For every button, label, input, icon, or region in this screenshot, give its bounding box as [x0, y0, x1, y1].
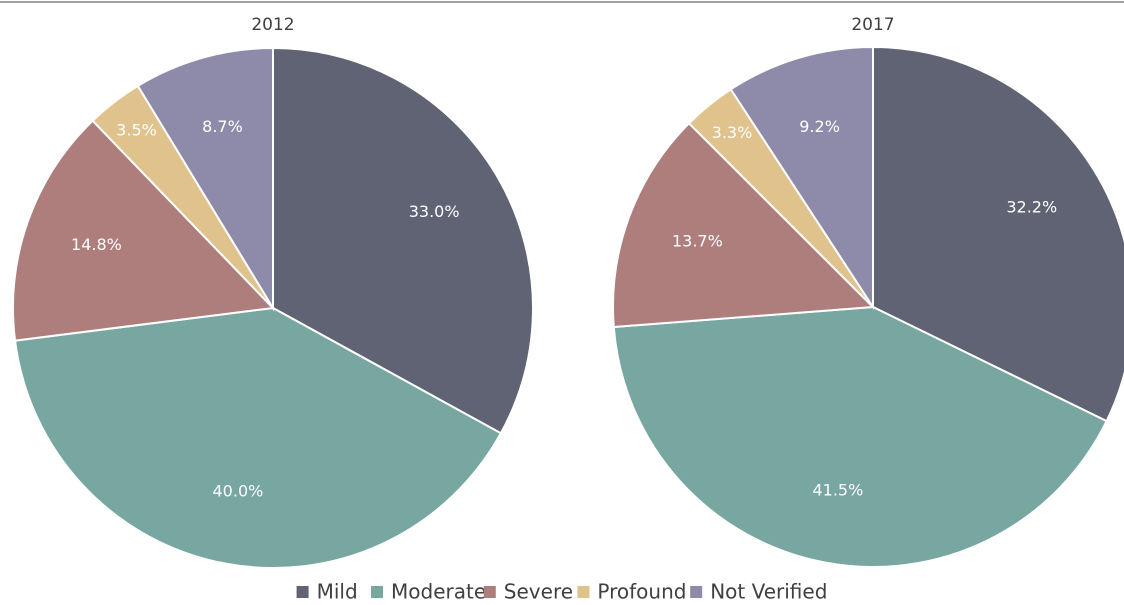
- data-label: 40.0%: [213, 481, 264, 500]
- legend-label: Profound: [597, 580, 686, 604]
- data-label: 8.7%: [202, 117, 243, 136]
- pie-slice: [872, 45, 1124, 423]
- legend-label: Moderate: [391, 580, 486, 604]
- legend-marker: [577, 586, 590, 598]
- pie-slice: [729, 45, 874, 311]
- legend-label: Severe: [504, 580, 573, 604]
- pie-slice: [272, 46, 534, 435]
- legend-label: Mild: [317, 580, 358, 604]
- pie-slice: [612, 121, 876, 329]
- data-label: 32.2%: [1006, 197, 1057, 216]
- pie-slice: [13, 306, 503, 569]
- data-label: 3.5%: [116, 120, 157, 139]
- legend-marker: [690, 586, 703, 598]
- chart-title: 2012: [251, 15, 294, 35]
- data-label: 3.3%: [712, 123, 753, 142]
- data-label: 41.5%: [812, 480, 863, 499]
- pie-slice: [12, 119, 276, 342]
- data-label: 9.2%: [799, 117, 840, 136]
- data-label: 33.0%: [409, 202, 460, 221]
- data-label: 13.7%: [672, 232, 723, 251]
- legend-marker: [483, 586, 496, 598]
- data-label: 14.8%: [71, 235, 122, 254]
- legend-marker: [296, 586, 309, 598]
- pie-slice: [612, 305, 1108, 568]
- legend-marker: [371, 586, 383, 598]
- pie-slice: [136, 46, 274, 312]
- chart-title: 2017: [851, 15, 894, 35]
- legend-label: Not Verified: [710, 580, 827, 604]
